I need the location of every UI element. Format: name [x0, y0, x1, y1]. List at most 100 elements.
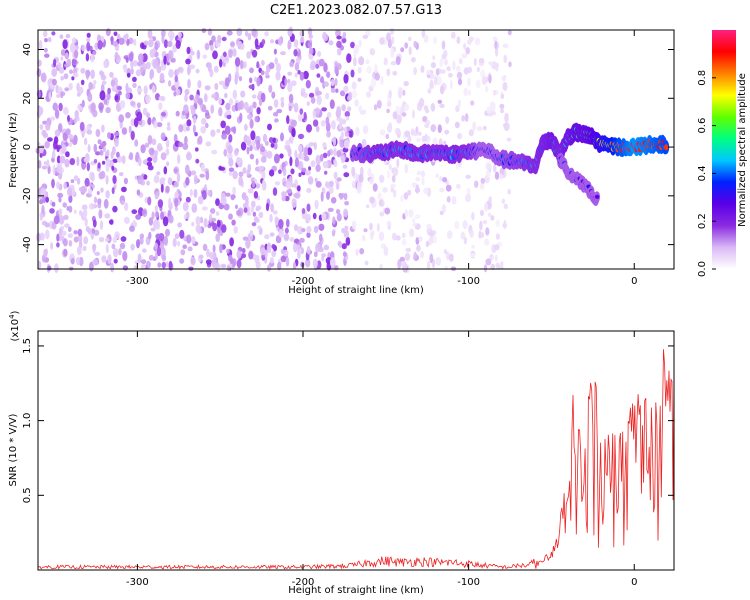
spectrogram-noise-cell: [151, 85, 156, 94]
spectrogram-noise-cell: [451, 196, 457, 205]
spectrogram-noise-cell: [138, 157, 142, 167]
spectrogram-noise-cell: [67, 114, 70, 122]
spectrogram-noise-cell: [183, 214, 187, 220]
spectrogram-noise-cell: [177, 222, 183, 228]
spectrogram-noise-cell: [240, 90, 246, 98]
spectrogram-noise-cell: [445, 116, 450, 124]
spectrogram-noise-cell: [58, 102, 63, 112]
spectrogram-noise-cell: [47, 37, 52, 43]
spectrogram-noise-cell: [52, 164, 56, 175]
spectrogram-noise-cell: [391, 36, 395, 45]
spectrogram-noise-cell: [90, 102, 96, 113]
spectrogram-noise-cell: [199, 216, 204, 224]
spectrogram-noise-cell: [164, 235, 168, 246]
spectrogram-noise-cell: [224, 77, 230, 87]
spectrogram-noise-cell: [297, 249, 301, 259]
spectrogram-noise-cell: [341, 227, 345, 234]
spectrogram-noise-cell: [76, 156, 80, 167]
spectrogram-noise-cell: [165, 139, 170, 149]
spectrogram-noise-cell: [125, 82, 129, 93]
spectrogram-noise-cell: [47, 137, 53, 142]
spectrogram-noise-cell: [310, 160, 316, 168]
spectrogram-noise-cell: [284, 77, 288, 86]
spectrogram-noise-cell: [253, 216, 259, 223]
spectrogram-noise-cell: [197, 225, 201, 235]
spectrogram-noise-cell: [429, 253, 434, 264]
spectrogram-noise-cell: [430, 62, 436, 69]
spectrogram-noise-cell: [224, 92, 228, 99]
x-tick-label: -200: [292, 577, 315, 588]
spectrogram-noise-cell: [294, 149, 298, 159]
spectrogram-noise-cell: [407, 189, 412, 196]
spectrogram-noise-cell: [51, 68, 58, 77]
spectrogram-noise-cell: [338, 120, 343, 130]
spectrogram-noise-cell: [230, 41, 235, 47]
spectrogram-noise-cell: [186, 46, 191, 55]
spectrogram-y-label: Frequency (Hz): [8, 112, 19, 188]
spectrogram-noise-cell: [139, 66, 144, 72]
spectrogram-noise-cell: [415, 177, 421, 182]
spectrogram-noise-cell: [420, 250, 424, 259]
spectrogram-noise-cell: [215, 198, 220, 207]
spectrogram-noise-cell: [454, 121, 460, 129]
spectrogram-noise-cell: [185, 164, 190, 175]
spectrogram-noise-cell: [81, 204, 88, 211]
spectrogram-noise-cell: [201, 190, 207, 200]
spectrogram-noise-cell: [361, 138, 367, 148]
spectrogram-noise-cell: [258, 211, 264, 219]
spectrogram-noise-cell: [274, 57, 278, 65]
spectrogram-noise-cell: [184, 135, 188, 145]
spectrogram-noise-cell: [173, 168, 178, 173]
spectrogram-noise-cell: [499, 167, 505, 176]
spectrogram-noise-cell: [472, 121, 477, 131]
spectrogram-noise-cell: [57, 62, 62, 69]
spectrogram-noise-cell: [154, 150, 159, 157]
spectrogram-noise-cell: [91, 184, 95, 189]
spectrogram-noise-cell: [65, 128, 71, 136]
spectrogram-noise-cell: [268, 84, 273, 93]
spectrogram-noise-cell: [178, 124, 184, 133]
spectrogram-noise-cell: [297, 113, 304, 122]
spectrogram-noise-cell: [179, 258, 185, 264]
spectrogram-noise-cell: [456, 71, 463, 79]
spectrogram-noise-cell: [63, 214, 69, 220]
spectrogram-noise-cell: [229, 257, 234, 265]
spectrogram-noise-cell: [446, 66, 451, 72]
spectrogram-noise-cell: [175, 40, 181, 49]
spectrogram-noise-cell: [240, 141, 247, 151]
spectrogram-noise-cell: [131, 209, 138, 215]
spectrogram-noise-cell: [245, 238, 251, 249]
spectrogram-noise-cell: [84, 177, 90, 187]
spectrogram-noise-cell: [469, 229, 474, 238]
spectrogram-noise-cell: [155, 220, 160, 230]
spectrogram-noise-cell: [462, 219, 468, 230]
spectrogram-noise-cell: [163, 166, 168, 175]
spectrogram-noise-cell: [335, 208, 341, 215]
spectrogram-noise-cell: [185, 126, 190, 132]
spectrogram-noise-cell: [77, 234, 83, 242]
spectrogram-noise-cell: [190, 106, 196, 116]
spectrogram-noise-cell: [103, 198, 109, 209]
spectrogram-noise-cell: [41, 204, 45, 215]
spectrogram-noise-cell: [385, 133, 390, 140]
spectrogram-noise-cell: [105, 157, 110, 167]
spectrogram-noise-cell: [322, 142, 327, 148]
spectrogram-noise-cell: [156, 143, 163, 152]
spectrogram-noise-cell: [351, 81, 357, 90]
spectrogram-noise-cell: [67, 233, 74, 239]
spectrogram-noise-cell: [74, 45, 79, 50]
spectrogram-noise-cell: [175, 110, 180, 117]
spectrogram-noise-cell: [416, 244, 421, 252]
spectrogram-noise-cell: [137, 102, 141, 109]
spectrogram-noise-cell: [97, 139, 102, 145]
spectrogram-noise-cell: [134, 139, 139, 147]
spectrogram-noise-cell: [112, 40, 118, 47]
spectrogram-noise-cell: [269, 232, 275, 237]
spectrogram-noise-cell: [180, 249, 186, 256]
spectrogram-noise-cell: [341, 118, 347, 125]
colorbar: 0.0 0.2 0.4 0.6 0.8 Normalized spectral ampl…: [697, 30, 748, 277]
spectrogram-noise-cell: [403, 192, 409, 200]
spectrogram-noise-cell: [298, 172, 302, 177]
spectrogram-noise-cell: [449, 79, 453, 90]
spectrogram-noise-cell: [287, 78, 291, 84]
